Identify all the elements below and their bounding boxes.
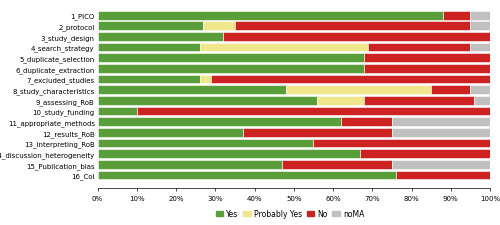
Bar [200,75,211,84]
Legend: Yes, Probably Yes, No, noMA: Yes, Probably Yes, No, noMA [212,206,368,221]
Bar [204,22,235,31]
Bar [235,22,470,31]
Bar [364,97,474,105]
Bar [98,75,200,84]
Bar [392,160,490,169]
Bar [98,160,282,169]
Bar [98,118,341,126]
Bar [98,33,223,42]
Bar [318,97,364,105]
Bar [392,128,490,137]
Bar [282,160,392,169]
Bar [98,65,364,74]
Bar [98,86,286,95]
Bar [137,107,490,116]
Bar [242,128,392,137]
Bar [200,44,368,52]
Bar [474,97,490,105]
Bar [341,118,392,126]
Bar [98,171,396,180]
Bar [98,107,137,116]
Bar [98,44,200,52]
Bar [364,65,490,74]
Bar [396,171,490,180]
Bar [392,118,490,126]
Bar [314,139,490,148]
Bar [470,86,490,95]
Bar [286,86,431,95]
Bar [470,44,490,52]
Bar [98,54,364,63]
Bar [364,54,490,63]
Bar [223,33,490,42]
Bar [431,86,470,95]
Bar [98,97,318,105]
Bar [98,22,204,31]
Bar [470,22,490,31]
Bar [98,150,360,158]
Bar [212,75,490,84]
Bar [360,150,490,158]
Bar [443,12,470,20]
Bar [98,128,242,137]
Bar [368,44,470,52]
Bar [98,12,443,20]
Bar [98,139,314,148]
Bar [470,12,490,20]
